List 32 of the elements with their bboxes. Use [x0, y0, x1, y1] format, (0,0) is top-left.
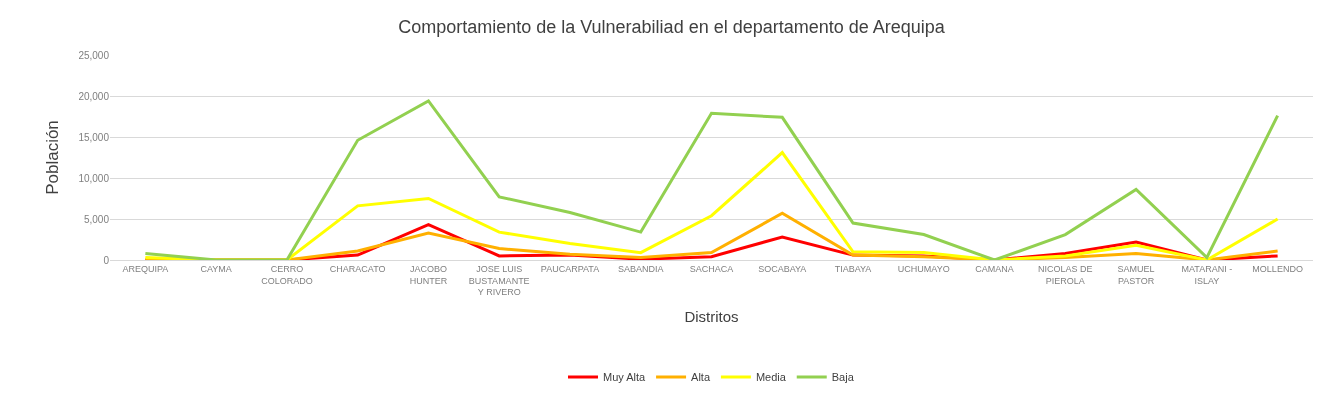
x-tick-label: SAMUEL PASTOR [1117, 263, 1155, 286]
x-tick-label: CAYMA [200, 263, 232, 274]
legend-label: Alta [691, 371, 711, 384]
line-series [143, 151, 1280, 260]
x-tick-label: NICOLAS DE PIEROLA [1038, 263, 1093, 286]
y-tick-label: 10,000 [78, 172, 110, 184]
x-tick-label: SACHACA [689, 263, 734, 274]
y-tick-label: 20,000 [78, 90, 110, 102]
x-tick-label: AREQUIPA [122, 263, 169, 274]
x-tick-label: SOCABAYA [758, 263, 807, 274]
legend-label: Media [755, 371, 787, 384]
x-tick-label: CERRO COLORADO [261, 263, 313, 286]
y-tick-label: 25,000 [78, 49, 110, 61]
x-tick-label: JOSE LUIS BUSTAMANTE Y RIVERO [468, 263, 530, 298]
y-tick-label: 15,000 [78, 131, 110, 143]
y-tick-label: 5,000 [83, 213, 110, 225]
chart-title: Comportamiento de la Vulnerabiliad en el departamento de Arequipa [398, 16, 946, 37]
x-axis-title: Distritos [684, 308, 739, 326]
x-tick-label: CHARACATO [329, 263, 386, 274]
x-tick-label: SABANDIA [617, 263, 664, 274]
legend-label: Muy Alta [603, 371, 647, 384]
line-series [143, 99, 1280, 260]
x-tick-label: MOLLENDO [1252, 263, 1303, 274]
x-tick-label: MATARANI - ISLAY [1181, 263, 1233, 286]
x-tick-label: UCHUMAYO [897, 263, 950, 274]
y-tick-label: 0 [103, 254, 110, 266]
x-tick-label: JACOBO HUNTER [409, 263, 448, 286]
y-axis-title: Población [42, 120, 62, 195]
legend-label: Baja [831, 371, 855, 384]
x-tick-label: CAMANA [975, 263, 1014, 274]
x-tick-label: TIABAYA [834, 263, 872, 274]
x-tick-label: PAUCARPATA [540, 263, 600, 274]
